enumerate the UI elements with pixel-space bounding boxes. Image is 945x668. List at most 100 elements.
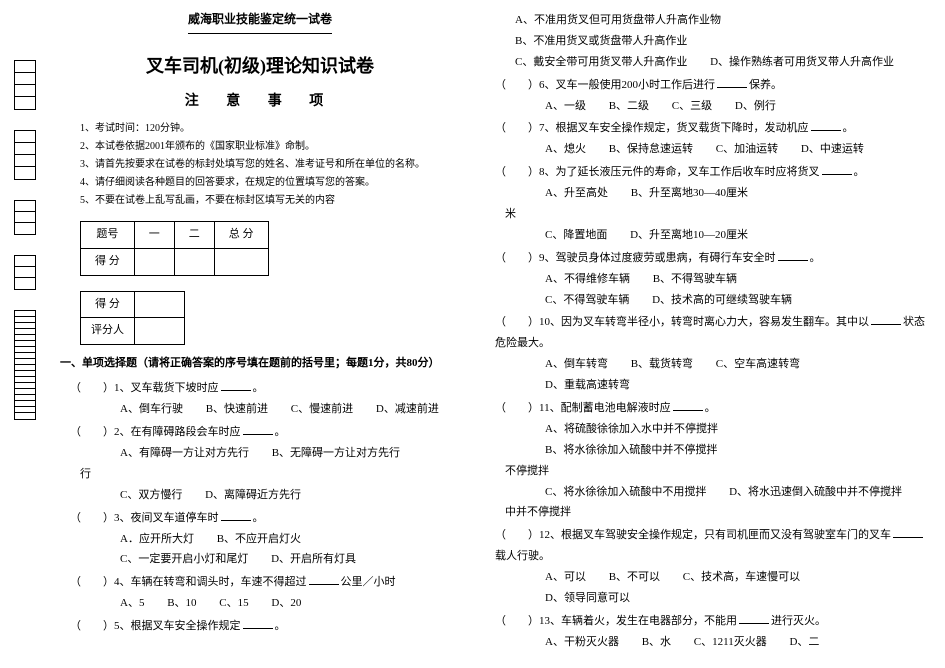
option: A．应开所大灯	[120, 529, 194, 550]
score-col: 总 分	[214, 222, 268, 249]
eval-label: 评分人	[81, 318, 135, 345]
note-item: 3、请首先按要求在试卷的标封处填写您的姓名、准考证号和所在单位的名称。	[80, 157, 460, 173]
option: C、三级	[672, 96, 712, 117]
question-4: （ ）4、车辆在转弯和调头时，车速不得超过公里／小时 A、5 B、10 C、15…	[60, 572, 460, 614]
option: B、快速前进	[206, 399, 268, 420]
eval-label: 得 分	[81, 291, 135, 318]
left-column: 威海职业技能鉴定统一试卷 叉车司机(初级)理论知识试卷 注 意 事 项 1、考试…	[50, 0, 480, 668]
option: C、15	[219, 593, 248, 614]
score-table: 题号 一 二 总 分 得 分	[80, 221, 269, 275]
option: D、离障碍近方先行	[205, 485, 301, 506]
option: B、升至离地30—40厘米	[631, 183, 748, 204]
option: A、不得维修车辆	[545, 269, 630, 290]
q-stem: （ ）4、车辆在转弯和调头时，车速不得超过	[70, 576, 307, 588]
option: B、将水徐徐加入硫酸中并不停搅拌	[545, 440, 717, 461]
option: A、将硫酸徐徐加入水中并不停搅拌	[545, 419, 718, 440]
option: B、水	[642, 632, 671, 653]
option: C、空车高速转弯	[716, 354, 800, 375]
eval-cell	[135, 291, 185, 318]
question-7: （ ）7、根据叉车安全操作规定，货叉载货下降时，发动机应。 A、熄火 B、保持怠…	[485, 118, 925, 160]
option: D、操作熟练者可用货叉带人升高作业	[710, 52, 894, 73]
section-header: 一、单项选择题（请将正确答案的序号填在题前的括号里；每题1分，共80分）	[60, 355, 460, 373]
option: B、不应开启灯火	[217, 529, 301, 550]
option: A、干粉灭火器	[545, 632, 619, 653]
option: D、减速前进	[376, 399, 439, 420]
exam-title: 叉车司机(初级)理论知识试卷	[60, 52, 460, 81]
right-column: A、不准用货叉但可用货盘带人升高作业物 B、不准用货叉或货盘带人升高作业 C、戴…	[480, 0, 940, 668]
note-item: 4、请仔细阅读各种题目的回答要求，在规定的位置填写您的答案。	[80, 175, 460, 191]
score-cell	[214, 248, 268, 275]
score-col: 一	[134, 222, 174, 249]
question-8: （ ）8、为了延长液压元件的寿命，叉车工作后收车时应将货叉。 A、升至高处 B、…	[485, 162, 925, 246]
option: A、熄火	[545, 139, 586, 160]
q-stem: （ ）5、根据叉车安全操作规定	[70, 620, 241, 632]
eval-table: 得 分 评分人	[80, 291, 185, 345]
binding-margin	[0, 0, 50, 668]
option: B、不得驾驶车辆	[653, 269, 737, 290]
option: D、重载高速转弯	[545, 375, 630, 396]
option: B、保持怠速运转	[609, 139, 693, 160]
q-stem: （ ）3、夜间叉车道停车时	[70, 512, 219, 524]
option: D、二	[789, 632, 819, 653]
binding-box	[14, 130, 36, 180]
exam-notes: 1、考试时间：120分钟。 2、本试卷依据2001年颁布的《国家职业标准》命制。…	[80, 121, 460, 209]
q-stem: （ ）6、叉车一般使用200小时工作后进行	[495, 79, 715, 91]
option: A、可以	[545, 567, 586, 588]
option: C、将水徐徐加入硫酸中不用搅拌	[545, 482, 706, 503]
option: C、不得驾驶车辆	[545, 290, 629, 311]
q-stem: （ ）11、配制蓄电池电解液时应	[495, 402, 671, 414]
option: A、倒车转弯	[545, 354, 608, 375]
score-cell	[174, 248, 214, 275]
q-stem: （ ）10、因为叉车转弯半径小，转弯时离心力大，容易发生翻车。其中以	[495, 316, 869, 328]
q-stem: （ ）13、车辆着火，发生在电器部分，不能用	[495, 615, 737, 627]
note-item: 1、考试时间：120分钟。	[80, 121, 460, 137]
question-2: （ ）2、在有障碍路段会车时应。 A、有障碍一方让对方先行 B、无障碍一方让对方…	[60, 422, 460, 506]
option: B、不准用货叉或货盘带人升高作业	[515, 31, 687, 52]
option: D、开启所有灯具	[271, 549, 356, 570]
option: D、领导同意可以	[545, 588, 630, 609]
q-stem: （ ）1、叉车载货下坡时应	[70, 382, 219, 394]
score-col: 二	[174, 222, 214, 249]
option: A、有障碍一方让对方先行	[120, 443, 249, 464]
question-10: （ ）10、因为叉车转弯半径小，转弯时离心力大，容易发生翻车。其中以状态危险最大…	[485, 312, 925, 396]
option: C、双方慢行	[120, 485, 182, 506]
option: D、将水迅速倒入硫酸中并不停搅拌	[729, 482, 902, 503]
question-11: （ ）11、配制蓄电池电解液时应。 A、将硫酸徐徐加入水中并不停搅拌 B、将水徐…	[485, 398, 925, 523]
binding-box	[14, 310, 36, 420]
option: A、不准用货叉但可用货盘带人升高作业物	[515, 10, 721, 31]
question-6: （ ）6、叉车一般使用200小时工作后进行保养。 A、一级 B、二级 C、三级 …	[485, 75, 925, 117]
option: D、20	[271, 593, 301, 614]
option: C、1211灭火器	[694, 632, 767, 653]
option: A、升至高处	[545, 183, 608, 204]
note-item: 2、本试卷依据2001年颁布的《国家职业标准》命制。	[80, 139, 460, 155]
option: A、倒车行驶	[120, 399, 183, 420]
eval-cell	[135, 318, 185, 345]
option: D、中速运转	[801, 139, 864, 160]
score-header: 得 分	[81, 248, 135, 275]
option: C、加油运转	[716, 139, 778, 160]
q-stem: （ ）8、为了延长液压元件的寿命，叉车工作后收车时应将货叉	[495, 166, 820, 178]
option: C、一定要开启小灯和尾灯	[120, 549, 248, 570]
exam-header: 威海职业技能鉴定统一试卷	[188, 10, 332, 34]
question-1: （ ）1、叉车载货下坡时应。 A、倒车行驶 B、快速前进 C、慢速前进 D、减速…	[60, 378, 460, 420]
option: B、10	[167, 593, 196, 614]
option: B、无障碍一方让对方先行	[272, 443, 400, 464]
question-13: （ ）13、车辆着火，发生在电器部分，不能用进行灭火。 A、干粉灭火器 B、水 …	[485, 611, 925, 653]
option: C、慢速前进	[291, 399, 353, 420]
option: D、技术高的可继续驾驶车辆	[652, 290, 792, 311]
option: C、戴安全带可用货叉带人升高作业	[515, 52, 687, 73]
note-item: 5、不要在试卷上乱写乱画，不要在标封区填写无关的内容	[80, 193, 460, 209]
option: C、技术高，车速慢可以	[683, 567, 800, 588]
option: D、升至离地10—20厘米	[630, 225, 748, 246]
question-3: （ ）3、夜间叉车道停车时。 A．应开所大灯 B、不应开启灯火 C、一定要开启小…	[60, 508, 460, 571]
option: A、一级	[545, 96, 586, 117]
option: A、5	[120, 593, 144, 614]
q-stem: （ ）12、根据叉车驾驶安全操作规定，只有司机匣而又没有驾驶室车门的叉车	[495, 529, 891, 541]
binding-box	[14, 255, 36, 290]
score-cell	[134, 248, 174, 275]
q-stem: （ ）7、根据叉车安全操作规定，货叉载货下降时，发动机应	[495, 122, 809, 134]
question-9: （ ）9、驾驶员身体过度疲劳或患病，有碍行车安全时。 A、不得维修车辆 B、不得…	[485, 248, 925, 311]
option: B、载货转弯	[631, 354, 693, 375]
q-stem: （ ）9、驾驶员身体过度疲劳或患病，有碍行车安全时	[495, 252, 776, 264]
binding-box	[14, 200, 36, 235]
